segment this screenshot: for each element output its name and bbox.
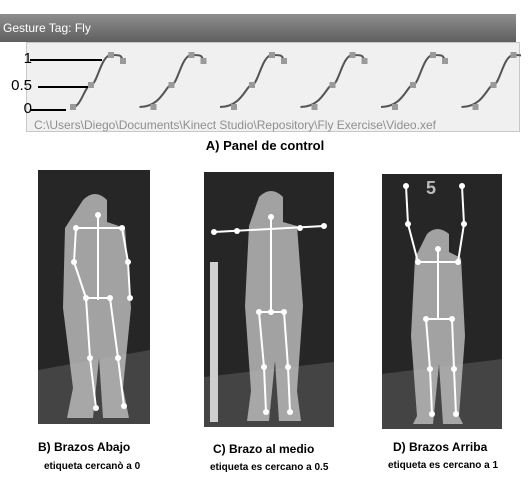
scale-label-0: 0 — [23, 100, 32, 117]
curve-marker — [472, 104, 479, 110]
skeleton-arms-up — [382, 174, 502, 429]
curve-marker — [269, 52, 275, 58]
curve-marker — [410, 82, 416, 88]
curve-marker — [311, 104, 318, 110]
overlay-digit: 5 — [426, 178, 437, 198]
depth-frame-arms-middle — [204, 172, 334, 427]
curve-marker — [392, 104, 398, 110]
curve-marker — [120, 58, 126, 64]
gesture-tag-bar: Gesture Tag: Fly — [0, 14, 516, 42]
depth-frame-arms-down — [38, 170, 150, 424]
scale-line-0 — [30, 109, 66, 111]
curve-marker — [150, 104, 157, 110]
caption-arms-middle-title: C) Brazo al medio — [213, 442, 315, 456]
curve-marker — [510, 52, 517, 58]
caption-arms-up-title: D) Brazos Arriba — [393, 440, 488, 454]
scale-line-1 — [30, 59, 102, 61]
caption-arms-down-title: B) Brazos Abajo — [38, 440, 131, 454]
curve-marker — [168, 82, 175, 88]
curve-marker — [281, 58, 287, 64]
depth-frame-arms-up: 5 — [382, 174, 502, 429]
curve-marker — [200, 58, 207, 64]
curve-marker — [88, 82, 94, 88]
skeleton-arms-down — [38, 170, 150, 424]
curve-marker — [490, 82, 497, 88]
caption-arms-middle-subtitle: etiqueta es cercano a 0.5 — [210, 462, 329, 473]
panel-caption: A) Panel de control — [205, 138, 325, 153]
caption-arms-down-subtitle: etiqueta cercanò a 0 — [44, 461, 141, 472]
curve-marker — [430, 52, 436, 58]
curve-marker — [349, 52, 356, 58]
scale-label-1: 1 — [23, 50, 32, 67]
caption-arms-up-subtitle: etiqueta es cercano a 1 — [388, 460, 499, 471]
file-path: C:\Users\Diego\Documents\Kinect Studio\R… — [34, 118, 436, 132]
curve-marker — [188, 52, 195, 58]
scale-line-0-5 — [38, 86, 88, 88]
skeleton-arms-middle — [204, 172, 334, 427]
gesture-tag-title: Gesture Tag: Fly — [3, 21, 91, 35]
curve-marker — [361, 58, 368, 64]
curve-marker — [231, 104, 237, 110]
curve-marker — [70, 104, 76, 110]
curve-marker — [108, 52, 114, 58]
gesture-curve — [27, 43, 521, 133]
curve-marker — [442, 58, 448, 64]
curve-marker — [329, 82, 336, 88]
curve-marker — [249, 82, 255, 88]
scale-label-0-5: 0.5 — [11, 77, 32, 94]
gesture-timeline-panel[interactable] — [26, 42, 520, 132]
